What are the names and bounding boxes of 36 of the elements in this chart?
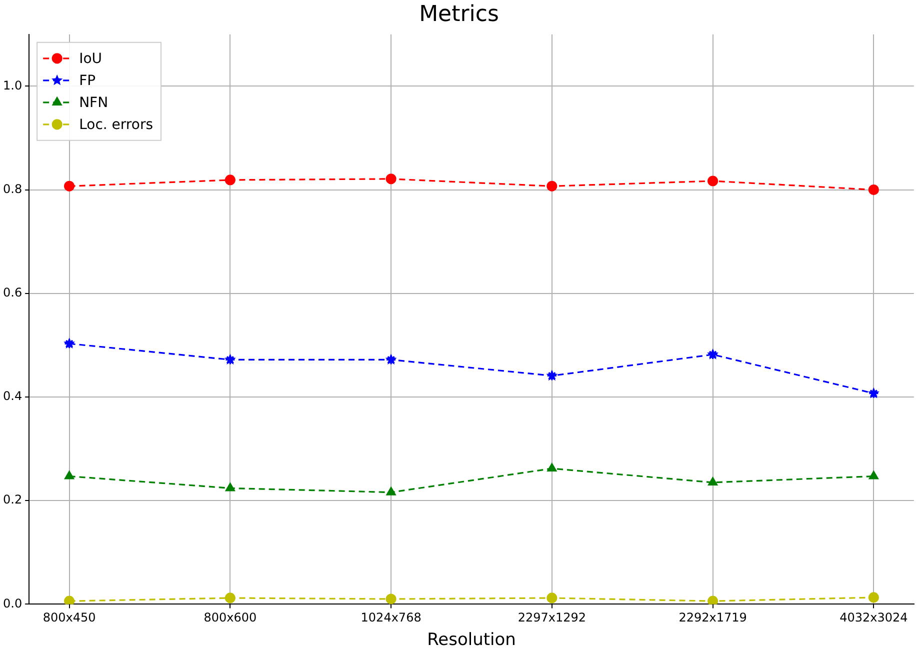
x-tick-label: 2292x1719: [678, 610, 747, 625]
y-tick-label: 0.0: [2, 596, 22, 610]
y-tick-label: 0.8: [2, 182, 22, 196]
point: [547, 463, 557, 472]
point: [386, 174, 396, 184]
legend-label: Loc. errors: [79, 117, 153, 134]
y-tick-label: 0.2: [2, 492, 22, 507]
point: [224, 174, 236, 186]
x-tick-label: 4032x3024: [840, 610, 908, 625]
point: [546, 592, 558, 604]
point: [224, 592, 236, 604]
legend-label: IoU: [79, 51, 102, 68]
y-tick-label: 1.0: [2, 78, 22, 92]
point: [64, 596, 75, 604]
x-tick-label: 2297x1292: [518, 610, 586, 625]
point: [546, 180, 558, 192]
y-tick-label: 0.6: [2, 286, 22, 300]
point: [386, 487, 396, 496]
point: [708, 477, 718, 486]
legend-label: NFN: [79, 95, 108, 112]
x-axis-title: Resolution: [427, 630, 516, 650]
legend-label: FP: [79, 73, 96, 90]
point: [868, 592, 879, 603]
point: [386, 594, 396, 604]
x-tick-label: 800x600: [204, 610, 257, 625]
point: [708, 596, 718, 604]
x-tick-label: 800x450: [42, 610, 96, 625]
x-tick-label: 1024x768: [360, 610, 422, 625]
point: [225, 482, 235, 492]
point: [868, 184, 879, 196]
point: [868, 470, 878, 480]
point: [64, 180, 75, 192]
point: [708, 176, 718, 186]
point: [64, 470, 74, 480]
chart-title: Metrics: [419, 2, 499, 27]
y-tick-label: 0.4: [2, 389, 22, 404]
